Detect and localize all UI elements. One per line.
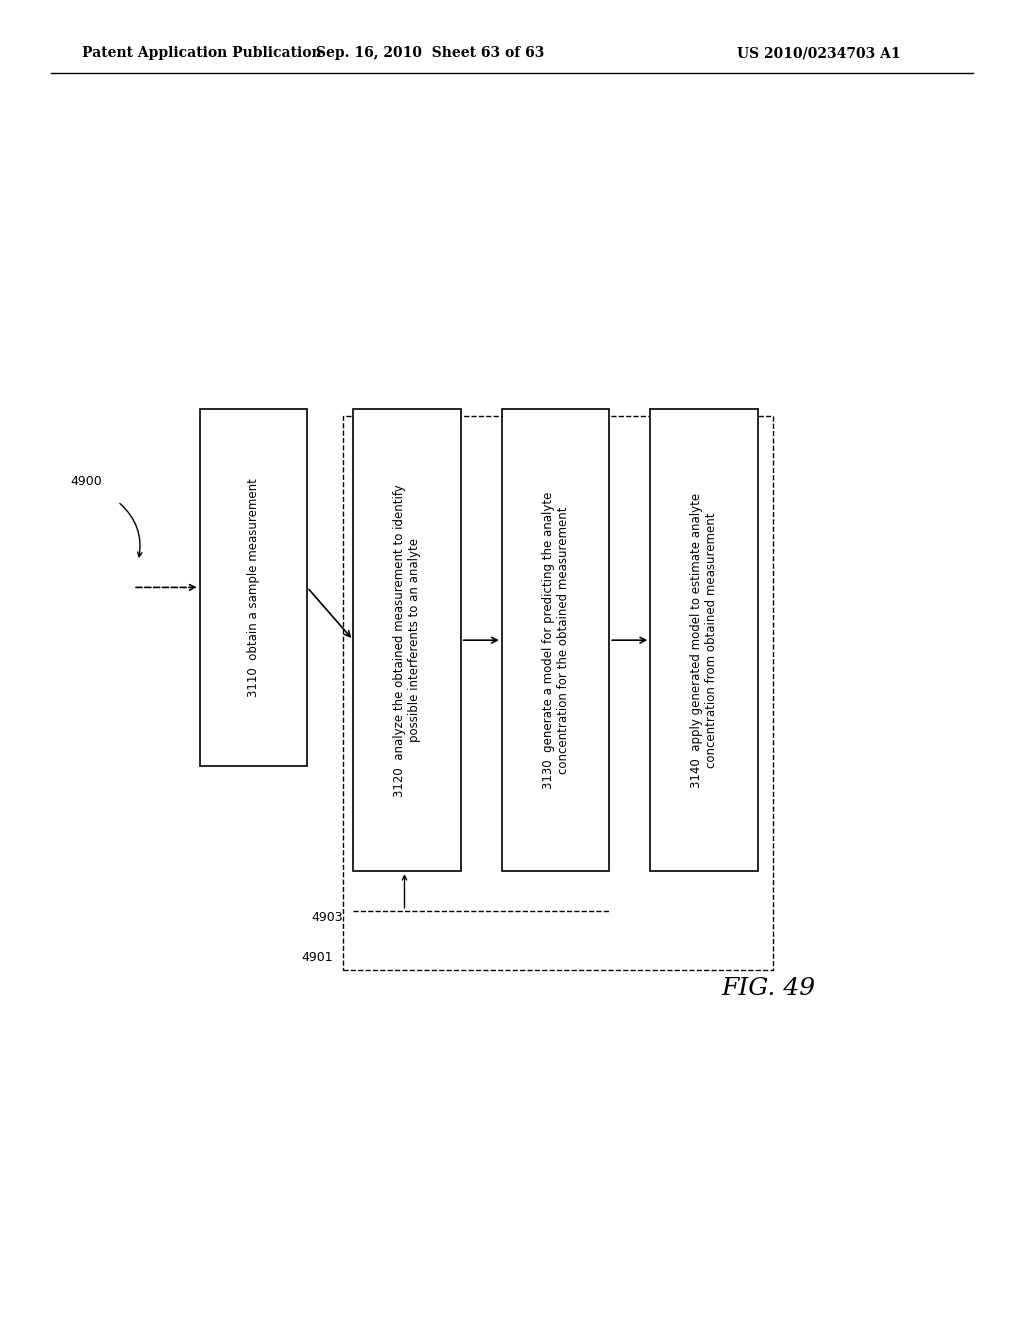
Text: Sep. 16, 2010  Sheet 63 of 63: Sep. 16, 2010 Sheet 63 of 63 <box>315 46 545 61</box>
Text: 3140  apply generated model to estimate analyte
concentration from obtained meas: 3140 apply generated model to estimate a… <box>690 492 718 788</box>
Text: 4901: 4901 <box>301 950 333 964</box>
FancyBboxPatch shape <box>200 409 307 766</box>
Text: 4900: 4900 <box>71 475 102 488</box>
Text: Patent Application Publication: Patent Application Publication <box>82 46 322 61</box>
FancyBboxPatch shape <box>353 409 461 871</box>
Text: FIG. 49: FIG. 49 <box>721 977 815 999</box>
Text: 3110  obtain a sample measurement: 3110 obtain a sample measurement <box>247 478 260 697</box>
Text: 4903: 4903 <box>311 911 343 924</box>
Text: 3120  analyze the obtained measurement to identify
possible interferents to an a: 3120 analyze the obtained measurement to… <box>393 484 421 796</box>
Text: 3130  generate a model for predicting the analyte
concentration for the obtained: 3130 generate a model for predicting the… <box>542 491 569 789</box>
FancyBboxPatch shape <box>502 409 609 871</box>
Text: US 2010/0234703 A1: US 2010/0234703 A1 <box>737 46 901 61</box>
FancyBboxPatch shape <box>650 409 758 871</box>
